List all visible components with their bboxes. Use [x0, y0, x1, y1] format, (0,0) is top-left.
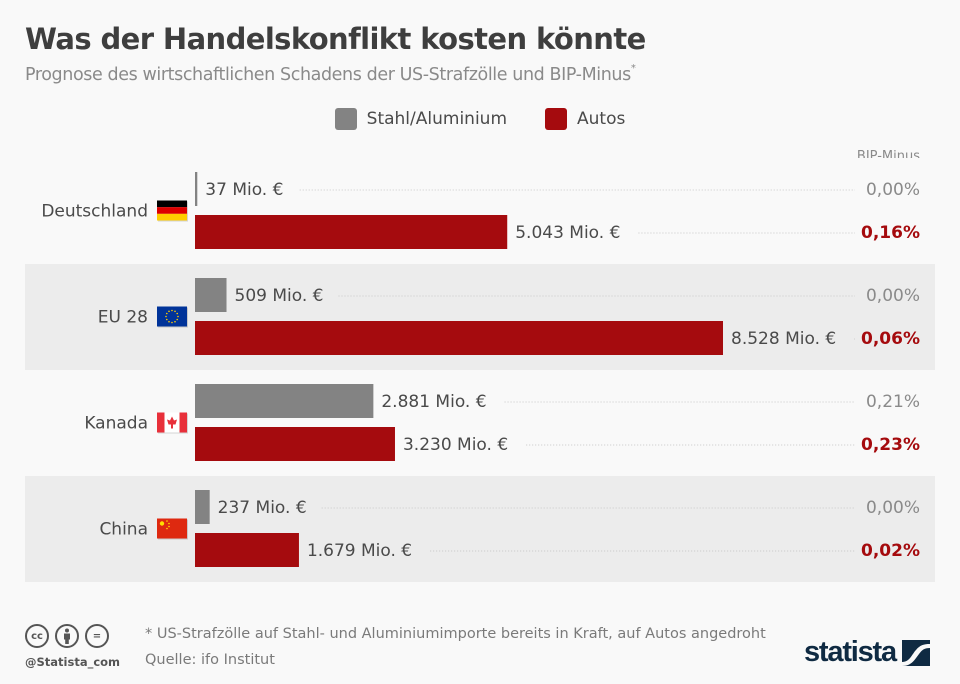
value-label: 37 Mio. €: [205, 180, 283, 200]
bip-minus-value: 0,06%: [861, 329, 920, 349]
flag-canada-icon: [157, 412, 188, 434]
value-label: 237 Mio. €: [218, 498, 307, 518]
attribution-icon: [55, 624, 79, 648]
footnote-marker: *: [630, 63, 636, 74]
bar-autos: [195, 533, 299, 567]
category-label: Kanada: [84, 414, 148, 434]
bip-minus-value: 0,00%: [866, 180, 920, 200]
logo-text: statista: [804, 636, 897, 668]
no-derivatives-icon: =: [85, 624, 109, 648]
bip-minus-value: 0,02%: [861, 541, 920, 561]
bip-minus-value: 0,16%: [861, 223, 920, 243]
category-label: Deutschland: [41, 202, 148, 222]
category-label: China: [99, 520, 148, 540]
cc-icon: cc: [25, 624, 49, 648]
value-label: 5.043 Mio. €: [515, 223, 620, 243]
value-label: 2.881 Mio. €: [381, 392, 486, 412]
flag-germany-icon: [157, 200, 188, 222]
bar-autos: [195, 321, 723, 355]
legend-item-stahl: Stahl/Aluminium: [334, 108, 507, 130]
value-label: 509 Mio. €: [235, 286, 324, 306]
bip-minus-value: 0,00%: [866, 498, 920, 518]
statista-logo-icon: [901, 639, 930, 666]
bip-minus-value: 0,21%: [866, 392, 920, 412]
bip-minus-value: 0,23%: [861, 435, 920, 455]
license-icons: cc =: [25, 624, 109, 648]
flag-eu-icon: [157, 306, 188, 328]
value-label: 3.230 Mio. €: [403, 435, 508, 455]
footnote: * US-Strafzölle auf Stahl- und Aluminium…: [145, 626, 766, 642]
bar-autos: [195, 427, 395, 461]
bar-stahl-aluminium: [195, 384, 374, 418]
source: Quelle: ifo Institut: [145, 652, 275, 668]
chart-title: Was der Handelskonflikt kosten könnte: [25, 22, 646, 56]
chart-subtitle: Prognose des wirtschaftlichen Schadens d…: [25, 63, 636, 85]
statista-logo[interactable]: statista: [804, 636, 930, 669]
bar-stahl-aluminium: [195, 490, 210, 524]
flag-china-icon: [157, 518, 188, 540]
category-label: EU 28: [98, 308, 148, 328]
bar-autos: [195, 215, 508, 249]
bar-stahl-aluminium: [195, 278, 227, 312]
bar-stahl-aluminium: [195, 172, 198, 206]
legend-label-stahl: Stahl/Aluminium: [366, 109, 507, 129]
legend-swatch-stahl: [334, 108, 357, 130]
legend: Stahl/Aluminium Autos: [0, 108, 960, 130]
subtitle-text: Prognose des wirtschaftlichen Schadens d…: [25, 65, 631, 85]
value-label: 1.679 Mio. €: [307, 541, 412, 561]
legend-item-autos: Autos: [545, 108, 625, 130]
value-label: 8.528 Mio. €: [731, 329, 836, 349]
bar-chart: Deutschland 37 Mio. € 0,00% 5.043 Mio. € 0,1…: [25, 172, 935, 582]
legend-swatch-autos: [545, 108, 567, 130]
legend-label-autos: Autos: [577, 109, 626, 129]
statista-handle: @Statista_com: [25, 655, 121, 669]
bip-minus-value: 0,00%: [866, 286, 920, 306]
